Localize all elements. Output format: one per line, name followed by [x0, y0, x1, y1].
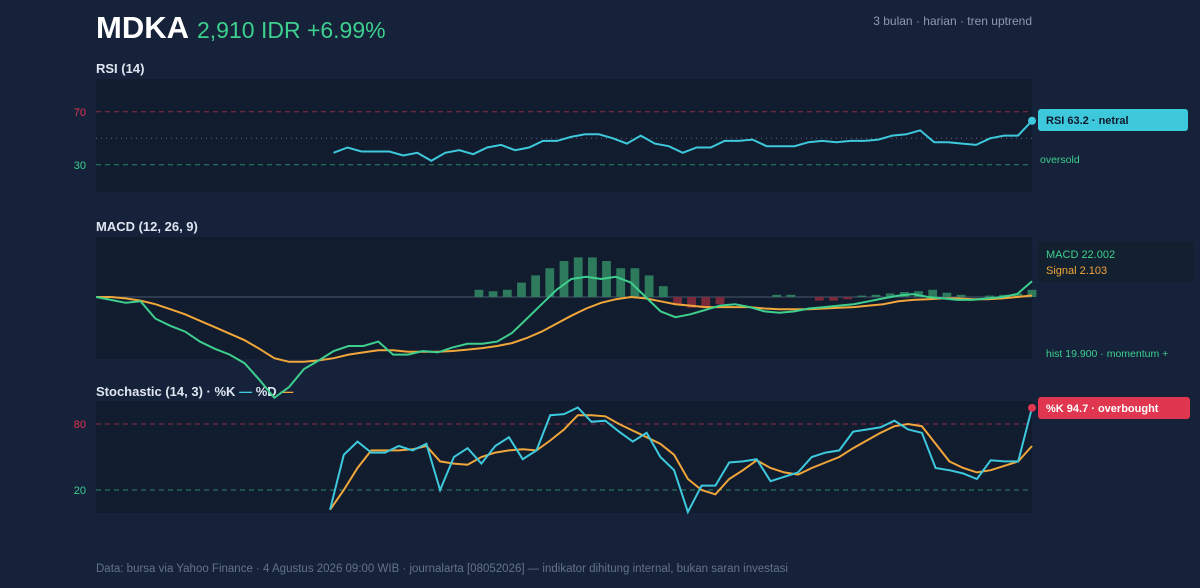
ticker-symbol: MDKA [96, 10, 189, 45]
stoch-panel-bg [96, 401, 1032, 513]
macd-histogram-bar [857, 295, 867, 297]
macd-panel-title: MACD (12, 26, 9) [96, 219, 198, 234]
stoch-tick-80: 80 [74, 419, 86, 431]
macd-histogram-bar [673, 297, 682, 305]
histogram-note: hist 19.900 · momentum + [1046, 348, 1168, 360]
header: MDKA 2,910 IDR +6.99% [96, 10, 386, 46]
macd-histogram-bar [914, 291, 923, 297]
macd-histogram-bar [658, 286, 668, 297]
stoch-d-line [329, 414, 1033, 511]
macd-histogram-bar [616, 268, 626, 297]
macd-histogram-bar [701, 297, 711, 308]
macd-histogram-bar [502, 289, 512, 297]
signal-line [96, 294, 1033, 363]
stoch-tick-20: 20 [74, 485, 86, 497]
macd-histogram-bar [488, 291, 498, 297]
stoch-badge-text: %K 94.7 · overbought [1046, 403, 1159, 415]
macd-histogram-bar [474, 289, 484, 297]
stoch-badge [1038, 397, 1190, 419]
stoch-panel-title: Stochastic (14, 3) · %K — %D — [96, 384, 293, 399]
macd-histogram-bar [517, 282, 526, 297]
rsi-badge [1038, 109, 1188, 131]
macd-panel-bg [96, 237, 1032, 359]
macd-histogram-bar [814, 297, 824, 301]
macd-histogram-bar [829, 297, 838, 301]
macd-histogram-bar [687, 297, 696, 308]
macd-histogram-bar [1027, 289, 1037, 297]
stoch-last-point [1028, 403, 1036, 412]
rsi-oversold-label: oversold [1040, 154, 1080, 166]
rsi-badge-text: RSI 63.2 · netral [1046, 115, 1129, 127]
macd-histogram-bar [715, 297, 725, 305]
macd-histogram-bar [985, 295, 994, 297]
stoch-k-legend-swatch: — [239, 384, 253, 399]
macd-histogram-bar [871, 294, 881, 297]
macd-histogram-bar [928, 289, 938, 297]
macd-histogram-bar [559, 261, 569, 297]
stoch-k-line [329, 406, 1033, 515]
macd-histogram-bar [545, 268, 555, 297]
rsi-tick-70: 70 [74, 107, 86, 119]
macd-line [95, 275, 1033, 400]
macd-histogram-bar [885, 293, 895, 297]
macd-histogram-bar [644, 275, 654, 297]
macd-histogram-bar [772, 294, 782, 297]
price-change: 2,910 IDR +6.99% [197, 17, 386, 43]
macd-histogram-bar [786, 294, 796, 297]
macd-value-label: MACD 22.002 [1046, 249, 1115, 261]
macd-histogram-bar [1013, 293, 1023, 297]
chart-meta: 3 bulan · harian · tren uptrend [873, 14, 1032, 28]
macd-histogram-bar [630, 268, 640, 297]
stoch-d-legend-swatch: — [280, 384, 294, 399]
stoch-title-text: Stochastic (14, 3) · %K [96, 384, 236, 399]
signal-value-label: Signal 2.103 [1046, 265, 1107, 277]
macd-histogram-bar [942, 292, 952, 297]
rsi-last-point [1028, 116, 1036, 125]
rsi-tick-30: 30 [74, 160, 86, 172]
macd-legend-box [1038, 242, 1194, 282]
macd-histogram-bar [956, 294, 966, 297]
rsi-panel-title: RSI (14) [96, 61, 145, 76]
footer-source: Data: bursa via Yahoo Finance · 4 Agustu… [96, 563, 788, 575]
rsi-line [333, 120, 1033, 162]
rsi-panel-bg [96, 79, 1032, 192]
macd-histogram-bar [843, 297, 852, 300]
macd-histogram-bar [531, 275, 540, 297]
